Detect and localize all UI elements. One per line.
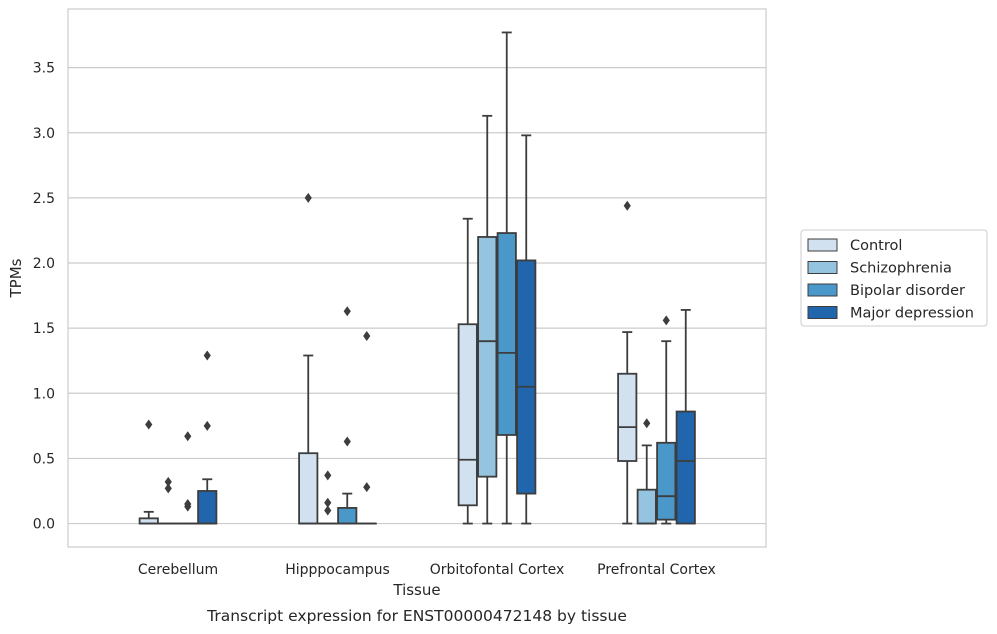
box-bipolar-disorder-prefrontal-cortex <box>656 315 677 525</box>
legend-item-control: Control <box>807 238 902 254</box>
box-major-depression-prefrontal-cortex <box>675 309 696 525</box>
box-control-hipppocampus <box>298 192 319 525</box>
box-plot-series <box>138 31 696 525</box>
legend-item-bipolar-disorder: Bipolar disorder <box>807 283 965 299</box>
legend-swatch <box>807 283 838 297</box>
outlier-point <box>324 505 332 516</box>
box-body <box>675 410 696 525</box>
x-tick-labels: Cerebellum Hipppocampus Orbitofontal Corte… <box>138 562 716 578</box>
outlier-point <box>363 330 371 341</box>
outlier-point <box>623 200 631 211</box>
y-tick-label: 3.0 <box>33 126 55 142</box>
legend-frame <box>800 229 988 327</box>
outlier-point <box>184 501 192 512</box>
y-tick-label: 1.5 <box>33 321 55 337</box>
y-tick-label: 0.0 <box>33 517 55 533</box>
outlier-point <box>363 482 371 493</box>
x-tick-label: Cerebellum <box>138 562 218 578</box>
outlier-point <box>343 436 351 447</box>
chart-caption: Transcript expression for ENST0000047214… <box>206 607 627 625</box>
series-schizophrenia <box>158 114 657 525</box>
box-major-depression-orbitofontal-cortex <box>516 134 537 525</box>
y-tick-label: 2.5 <box>33 191 55 207</box>
outlier-point <box>145 419 153 430</box>
box-bipolar-disorder-orbitofontal-cortex <box>496 31 517 525</box>
x-tick-label: Hipppocampus <box>285 562 390 578</box>
box-schizophrenia-orbitofontal-cortex <box>477 114 498 525</box>
y-tick-label: 1.0 <box>33 386 55 402</box>
legend-label: Control <box>850 238 902 254</box>
legend-label: Bipolar disorder <box>850 283 965 299</box>
legend-item-schizophrenia: Schizophrenia <box>807 261 952 277</box>
box-body <box>656 441 677 521</box>
box-major-depression-cerebellum <box>197 350 218 525</box>
y-tick-label: 2.0 <box>33 256 55 272</box>
series-control <box>138 192 638 525</box>
outlier-point <box>324 497 332 508</box>
box-body <box>457 323 478 507</box>
legend: Control Schizophrenia Bipolar disorder Majo… <box>800 229 988 327</box>
box-bipolar-disorder-cerebellum <box>177 431 198 525</box>
x-axis-label: Tissue <box>392 581 440 599</box>
box-body <box>477 236 498 478</box>
box-body <box>337 507 358 525</box>
legend-swatch <box>807 261 838 274</box>
outlier-point <box>343 306 351 317</box>
plot-frame <box>67 8 767 548</box>
box-bipolar-disorder-hipppocampus <box>337 306 358 525</box>
box-control-cerebellum <box>138 419 159 525</box>
box-body <box>617 372 638 462</box>
series-major-depression <box>197 134 696 525</box>
x-tick-label: Prefrontal Cortex <box>597 562 716 578</box>
outlier-point <box>304 192 312 203</box>
box-control-orbitofontal-cortex <box>457 217 478 525</box>
legend-swatch <box>807 238 838 252</box>
box-body <box>298 452 319 525</box>
legend-swatch <box>807 306 838 319</box>
outlier-point <box>203 350 211 361</box>
outlier-point <box>662 315 670 326</box>
y-tick-label: 0.5 <box>33 451 55 467</box>
legend-item-major-depression: Major depression <box>807 306 974 322</box>
box-body <box>197 490 218 525</box>
outlier-point <box>324 470 332 481</box>
x-tick-label: Orbitofontal Cortex <box>430 562 565 578</box>
outlier-point <box>203 420 211 431</box>
outlier-point <box>643 418 651 429</box>
y-tick-labels: 0.0 0.5 1.0 1.5 2.0 2.5 3.0 3.5 <box>33 61 55 533</box>
legend-label: Major depression <box>850 306 974 322</box>
box-major-depression-hipppocampus <box>356 330 377 525</box>
box-body <box>496 232 517 436</box>
box-schizophrenia-cerebellum <box>158 476 179 525</box>
y-axis-label: TPMs <box>7 258 25 298</box>
box-schizophrenia-prefrontal-cortex <box>636 418 657 525</box>
series-bipolar-disorder <box>177 31 677 525</box>
outlier-point <box>164 483 172 494</box>
box-body <box>636 488 657 525</box>
box-schizophrenia-hipppocampus <box>317 470 338 525</box>
outlier-point <box>184 431 192 442</box>
grid-lines <box>68 67 766 525</box>
box-body <box>516 259 537 495</box>
outlier-point <box>164 476 172 487</box>
y-tick-label: 3.5 <box>33 61 55 77</box>
box-control-prefrontal-cortex <box>617 200 638 525</box>
legend-label: Schizophrenia <box>850 261 952 277</box>
